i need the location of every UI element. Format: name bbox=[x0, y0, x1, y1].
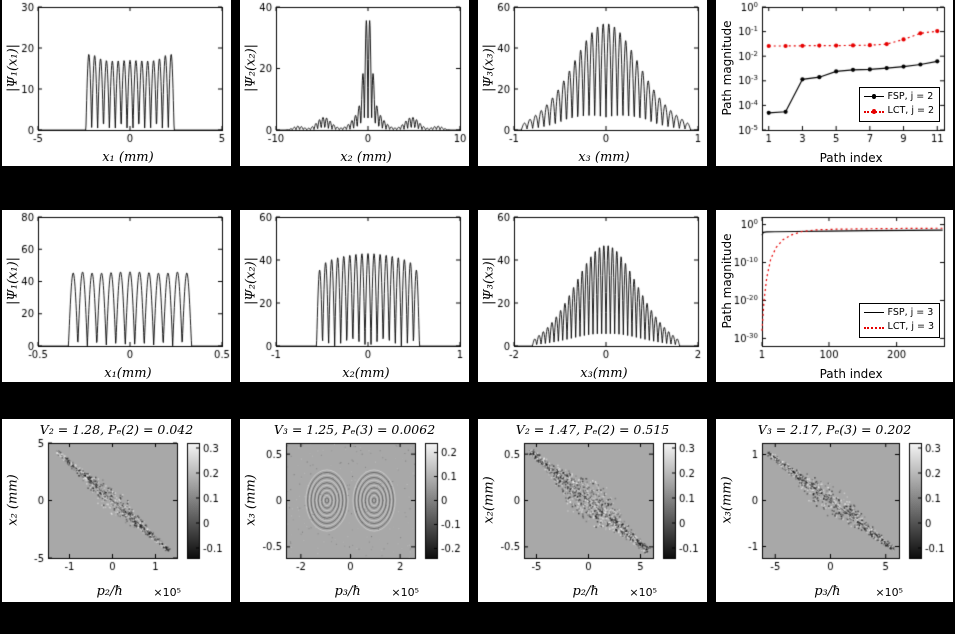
path-magnitude-plot-canvas bbox=[716, 210, 953, 382]
wavefunction-plot-canvas bbox=[240, 0, 469, 166]
legend-label: FSP, j = 2 bbox=[887, 90, 934, 102]
legend-entry: LCT, j = 2 bbox=[863, 104, 934, 119]
wigner-heatmap-canvas bbox=[2, 419, 231, 602]
x-axis-label: Path index bbox=[819, 367, 883, 381]
axis-multiplier: ×10⁵ bbox=[629, 586, 657, 599]
y-axis-label: Path magnitude bbox=[720, 20, 734, 116]
panel-wigner-x2-config2: V₂ = 1.47, Pₑ(2) = 0.515 x₂(mm) p₂/ħ ×10… bbox=[478, 419, 707, 602]
x-axis-label: x₁ (mm) bbox=[102, 150, 154, 165]
axis-multiplier: ×10⁵ bbox=[391, 586, 419, 599]
x-axis-label: x₂ (mm) bbox=[340, 150, 392, 165]
panel-psi2-config1: |Ψ₂(x₂)| x₂ (mm) bbox=[240, 0, 469, 166]
x-axis-label: x₃ (mm) bbox=[578, 150, 630, 165]
wavefunction-plot-canvas bbox=[2, 210, 231, 382]
x-axis-label: x₂(mm) bbox=[342, 366, 390, 381]
wigner-heatmap-canvas bbox=[478, 419, 707, 602]
y-axis-label: x₂ (mm) bbox=[5, 473, 21, 526]
legend-box: FSP, j = 3 LCT, j = 3 bbox=[858, 302, 940, 338]
panel-wigner-x3-config2: V₃ = 2.17, Pₑ(3) = 0.202 x₃(mm) p₃/ħ ×10… bbox=[716, 419, 953, 602]
y-axis-label: |Ψ₂(x₂)| bbox=[243, 256, 259, 305]
y-axis-label: |Ψ₂(x₂)| bbox=[243, 44, 259, 93]
path-magnitude-plot-canvas bbox=[716, 0, 953, 166]
legend-entry: FSP, j = 2 bbox=[863, 90, 934, 105]
legend-entry: LCT, j = 3 bbox=[863, 320, 934, 335]
wavefunction-plot-canvas bbox=[478, 0, 707, 166]
wigner-heatmap-canvas bbox=[716, 419, 953, 602]
panel-psi1-config1: |Ψ₁(x₁)| x₁ (mm) bbox=[2, 0, 231, 166]
y-axis-label: x₂(mm) bbox=[481, 475, 497, 524]
y-axis-label: |Ψ₃(x₃)| bbox=[481, 44, 497, 93]
panel-title: V₃ = 1.25, Pₑ(3) = 0.0062 bbox=[273, 422, 436, 437]
axis-multiplier: ×10⁵ bbox=[153, 586, 181, 599]
legend-label: FSP, j = 3 bbox=[887, 306, 934, 318]
panel-psi1-config2: |Ψ₁(x₁)| x₁(mm) bbox=[2, 210, 231, 382]
panel-wigner-x3-config1: V₃ = 1.25, Pₑ(3) = 0.0062 x₃ (mm) p₃/ħ ×… bbox=[240, 419, 469, 602]
legend-label: LCT, j = 2 bbox=[887, 105, 934, 117]
x-axis-label: x₃(mm) bbox=[580, 366, 628, 381]
y-axis-label: x₃ (mm) bbox=[243, 473, 259, 526]
axis-multiplier: ×10⁵ bbox=[875, 586, 903, 599]
panel-path-magnitude-j2: Path magnitude Path index FSP, j = 2 LCT… bbox=[716, 0, 953, 166]
y-axis-label: |Ψ₁(x₁)| bbox=[5, 256, 21, 305]
panel-psi3-config1: |Ψ₃(x₃)| x₃ (mm) bbox=[478, 0, 707, 166]
x-axis-label: p₃/ħ bbox=[814, 584, 841, 599]
legend-entry: FSP, j = 3 bbox=[863, 306, 934, 321]
panel-wigner-x2-config1: V₂ = 1.28, Pₑ(2) = 0.042 x₂ (mm) p₂/ħ ×1… bbox=[2, 419, 231, 602]
y-axis-label: |Ψ₁(x₁)| bbox=[5, 44, 21, 93]
lct-line-sample-icon bbox=[863, 324, 884, 332]
panel-title: V₂ = 1.28, Pₑ(2) = 0.042 bbox=[39, 422, 194, 437]
wavefunction-plot-canvas bbox=[240, 210, 469, 382]
panel-title: V₃ = 2.17, Pₑ(3) = 0.202 bbox=[757, 422, 912, 437]
x-axis-label: p₃/ħ bbox=[334, 584, 361, 599]
legend-label: LCT, j = 3 bbox=[887, 321, 934, 333]
x-axis-label: p₂/ħ bbox=[96, 584, 123, 599]
panel-path-magnitude-j3: Path magnitude Path index FSP, j = 3 LCT… bbox=[716, 210, 953, 382]
y-axis-label: Path magnitude bbox=[720, 232, 734, 329]
panel-title: V₂ = 1.47, Pₑ(2) = 0.515 bbox=[515, 422, 670, 437]
lct-line-sample-icon bbox=[863, 108, 884, 116]
x-axis-label: x₁(mm) bbox=[104, 366, 152, 381]
fsp-line-sample-icon bbox=[863, 309, 884, 317]
x-axis-label: p₂/ħ bbox=[572, 584, 599, 599]
panel-psi3-config2: |Ψ₃(x₃)| x₃(mm) bbox=[478, 210, 707, 382]
wigner-heatmap-canvas bbox=[240, 419, 469, 602]
panel-psi2-config2: |Ψ₂(x₂)| x₂(mm) bbox=[240, 210, 469, 382]
legend-box: FSP, j = 2 LCT, j = 2 bbox=[858, 86, 940, 122]
y-axis-label: x₃(mm) bbox=[719, 475, 735, 524]
wavefunction-plot-canvas bbox=[2, 0, 231, 166]
fsp-line-sample-icon bbox=[863, 93, 884, 101]
y-axis-label: |Ψ₃(x₃)| bbox=[481, 256, 497, 305]
wavefunction-plot-canvas bbox=[478, 210, 707, 382]
x-axis-label: Path index bbox=[819, 151, 883, 165]
